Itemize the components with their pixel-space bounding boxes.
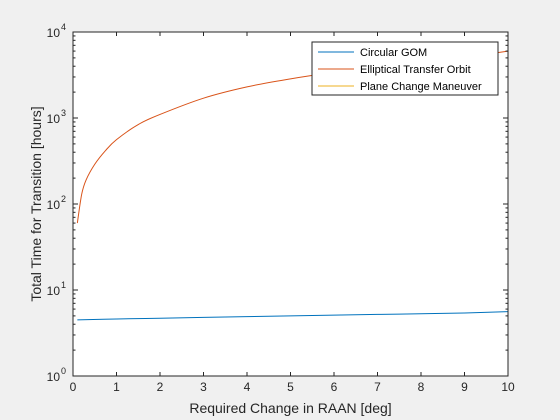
x-tick-label: 5 xyxy=(287,380,294,394)
x-tick-label: 8 xyxy=(418,380,425,394)
y-tick-label: 10 xyxy=(47,26,61,40)
y-tick-exponent: 2 xyxy=(61,194,66,204)
legend-entry-label: Elliptical Transfer Orbit xyxy=(360,64,471,76)
y-tick-exponent: 3 xyxy=(61,108,66,118)
x-ticks: 0 1 2 3 4 5 6 7 8 9 10 xyxy=(70,32,515,394)
y-tick-label: 10 xyxy=(47,284,61,298)
legend-entry-label: Plane Change Maneuver xyxy=(360,81,482,93)
y-tick-base: 10 xyxy=(47,198,61,212)
y-tick-base: 10 xyxy=(47,26,61,40)
x-tick-label: 0 xyxy=(70,380,77,394)
x-tick-label: 9 xyxy=(461,380,468,394)
y-tick-exponent: 0 xyxy=(61,366,66,376)
y-tick-base: 10 xyxy=(47,112,61,126)
x-tick-label: 3 xyxy=(200,380,207,394)
y-tick-label: 10 xyxy=(47,198,61,212)
y-tick-base: 10 xyxy=(47,284,61,298)
y-tick-base: 10 xyxy=(47,370,61,384)
x-tick-label: 4 xyxy=(244,380,251,394)
y-tick-exponent: 4 xyxy=(61,22,66,32)
x-axis-label: Required Change in RAAN [deg] xyxy=(189,400,391,416)
y-tick-label: 10 xyxy=(47,370,61,384)
x-tick-label: 1 xyxy=(113,380,120,394)
y-tick-exponent: 1 xyxy=(61,280,66,290)
x-tick-label: 2 xyxy=(157,380,164,394)
y-tick-label: 10 xyxy=(47,112,61,126)
legend-entry-label: Circular GOM xyxy=(360,47,427,59)
series-line-0 xyxy=(77,311,509,321)
legend-items: Circular GOM Elliptical Transfer Orbit Pla… xyxy=(318,47,482,93)
x-tick-label: 10 xyxy=(501,380,515,394)
x-tick-label: 7 xyxy=(374,380,381,394)
x-tick-label: 6 xyxy=(331,380,338,394)
y-axis-label: Total Time for Transition [hours] xyxy=(28,106,44,301)
legend[interactable]: Circular GOM Elliptical Transfer Orbit Pla… xyxy=(311,41,499,96)
